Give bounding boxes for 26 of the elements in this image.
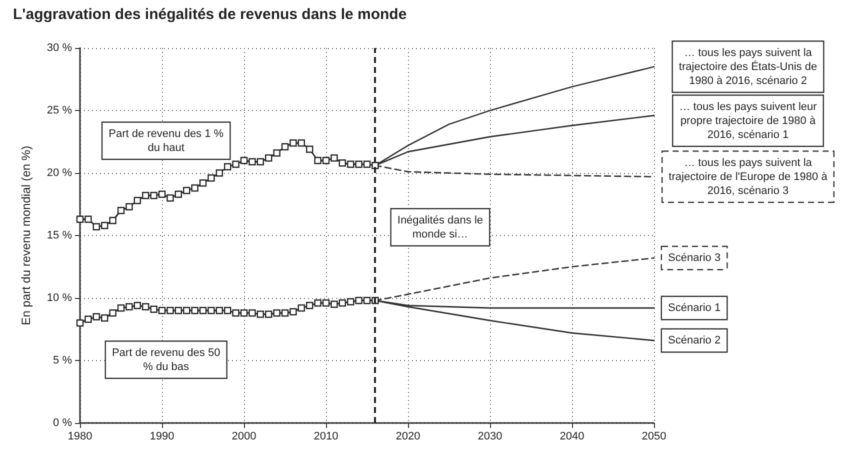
y-tick-label: 30 % (46, 42, 72, 54)
y-tick-label: 0 % (53, 417, 72, 429)
text: … tous les pays suivent la trajectoire des États-Unis de 1980 à 2016, scénario 2 (678, 46, 818, 87)
x-tick-label: 2000 (232, 430, 256, 442)
y-tick-label: 5 % (53, 354, 72, 366)
y-tick-label: 15 % (46, 230, 72, 242)
chart-title: L'aggravation des inégalités de revenus dans le monde (13, 6, 407, 23)
series-label: Scénario 1 (668, 302, 721, 314)
x-tick-label: 2020 (396, 430, 420, 442)
x-tick-label: 2030 (478, 430, 502, 442)
series-label: … tous les pays suivent la trajectoire de l'Europe de 1980 à 2016, scénario 3 (668, 156, 828, 197)
x-tick-label: 1980 (68, 430, 92, 442)
text: … tous les pays suivent leur propre trajectoire de 1980 à 2016, scénario 1 (679, 100, 818, 141)
x-tick-label: 2040 (560, 430, 584, 442)
x-tick-label: 1990 (150, 430, 174, 442)
series-label: Part de revenu des 1 % du haut (108, 128, 224, 154)
series-label: Scénario 3 (668, 252, 721, 264)
annotation: Inégalités dans le monde si… (397, 214, 484, 240)
text: Part de revenu des 50 % du bas (112, 346, 220, 373)
y-axis-title: En part du revenu mondial (en %) (19, 146, 33, 326)
y-tick-label: 25 % (46, 104, 72, 116)
y-tick-label: 10 % (46, 292, 72, 304)
y-tick-label: 20 % (46, 167, 72, 179)
series-label: Scénario 2 (668, 334, 721, 346)
x-tick-label: 2010 (314, 430, 338, 442)
x-tick-label: 2050 (642, 430, 666, 442)
